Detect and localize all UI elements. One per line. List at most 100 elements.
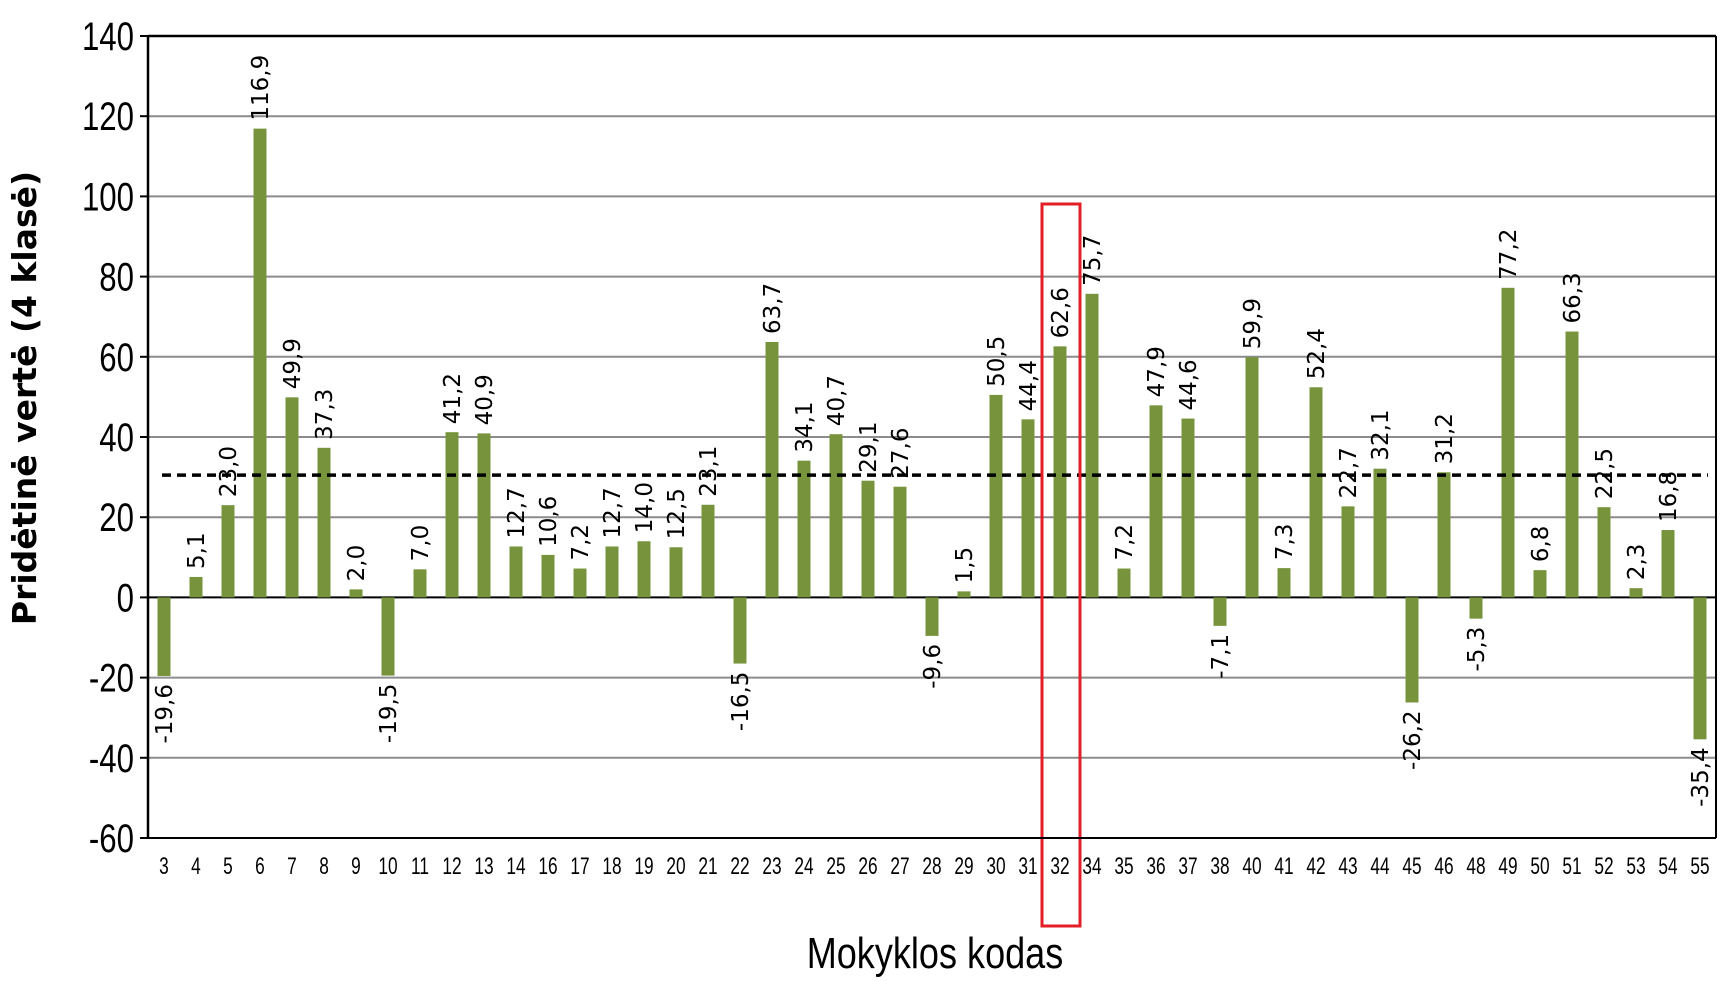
x-tick-label: 36 bbox=[1146, 853, 1165, 879]
bar bbox=[1469, 597, 1483, 619]
x-tick-label: 32 bbox=[1050, 853, 1069, 879]
x-tick-label: 31 bbox=[1018, 853, 1037, 879]
data-label: 23,0 bbox=[216, 446, 242, 497]
y-tick-label: 0 bbox=[117, 576, 134, 621]
x-tick-label: 5 bbox=[223, 853, 233, 879]
bar bbox=[413, 569, 427, 598]
data-label: 31,2 bbox=[1432, 413, 1458, 464]
bar bbox=[989, 394, 1003, 598]
bar bbox=[541, 554, 555, 598]
x-tick-label: 4 bbox=[191, 853, 201, 879]
data-label: 12,5 bbox=[664, 488, 690, 539]
x-tick-label: 23 bbox=[762, 853, 781, 879]
data-label: 27,6 bbox=[888, 428, 914, 479]
bar bbox=[1597, 507, 1611, 598]
x-tick-label: 11 bbox=[411, 853, 429, 879]
bar bbox=[1117, 568, 1131, 598]
y-axis-label: Pridėtinė vertė (4 klasė) bbox=[5, 171, 44, 625]
data-label: 41,2 bbox=[440, 373, 466, 424]
bar bbox=[157, 597, 171, 676]
bar bbox=[1149, 405, 1163, 598]
y-tick-label: 120 bbox=[82, 95, 134, 140]
bar bbox=[605, 546, 619, 598]
data-label: 7,3 bbox=[1272, 524, 1298, 561]
bar bbox=[1309, 387, 1323, 598]
x-tick-label: 16 bbox=[538, 853, 557, 879]
data-label: 29,1 bbox=[856, 421, 882, 472]
x-tick-label: 52 bbox=[1594, 853, 1613, 879]
data-label: 40,9 bbox=[472, 374, 498, 425]
data-label: -9,6 bbox=[920, 644, 946, 689]
bar bbox=[1245, 357, 1259, 598]
bar bbox=[829, 434, 843, 598]
data-label: 5,1 bbox=[184, 532, 210, 569]
y-tick-label: -20 bbox=[89, 656, 134, 701]
data-label: 116,9 bbox=[248, 55, 274, 121]
data-label: 23,1 bbox=[696, 446, 722, 497]
x-tick-label: 7 bbox=[287, 853, 297, 879]
data-label: 63,7 bbox=[760, 283, 786, 334]
data-label: 49,9 bbox=[280, 338, 306, 389]
x-tick-label: 9 bbox=[351, 853, 361, 879]
bar bbox=[285, 397, 299, 598]
x-tick-label: 55 bbox=[1690, 853, 1709, 879]
x-tick-label: 51 bbox=[1562, 853, 1581, 879]
x-tick-label: 30 bbox=[986, 853, 1005, 879]
data-label: 44,6 bbox=[1176, 359, 1202, 410]
bar bbox=[637, 541, 651, 598]
data-label: -19,5 bbox=[376, 684, 402, 744]
y-tick-label: 20 bbox=[99, 496, 134, 541]
x-tick-label: 13 bbox=[474, 853, 493, 879]
data-label: -26,2 bbox=[1400, 710, 1426, 770]
y-tick-label: 80 bbox=[99, 255, 134, 300]
data-label: 7,0 bbox=[408, 525, 434, 562]
data-label: 7,2 bbox=[568, 524, 594, 561]
data-label: 34,1 bbox=[792, 401, 818, 452]
data-label: 77,2 bbox=[1496, 229, 1522, 280]
y-axis-ticks: 140 120 100 80 60 40 20 0 -20 -40 -60 bbox=[82, 14, 148, 861]
x-tick-label: 40 bbox=[1242, 853, 1261, 879]
bar bbox=[509, 546, 523, 598]
x-tick-label: 37 bbox=[1178, 853, 1197, 879]
bar bbox=[573, 568, 587, 598]
bar bbox=[381, 597, 395, 676]
bar bbox=[1405, 597, 1419, 703]
bar bbox=[1373, 468, 1387, 598]
x-tick-label: 17 bbox=[570, 853, 589, 879]
bar bbox=[1181, 418, 1195, 598]
data-label: 52,4 bbox=[1304, 328, 1330, 379]
x-tick-label: 42 bbox=[1306, 853, 1325, 879]
x-tick-label: 44 bbox=[1370, 853, 1390, 879]
data-label: 12,7 bbox=[504, 487, 530, 538]
x-tick-label: 49 bbox=[1498, 853, 1517, 879]
data-label: 40,7 bbox=[824, 375, 850, 426]
data-label: 44,4 bbox=[1016, 360, 1042, 411]
x-tick-label: 50 bbox=[1530, 853, 1549, 879]
bar bbox=[861, 480, 875, 598]
data-label: 47,9 bbox=[1144, 346, 1170, 397]
y-tick-label: -40 bbox=[89, 736, 134, 781]
bar bbox=[349, 589, 363, 598]
bar bbox=[1213, 597, 1227, 626]
data-label: -5,3 bbox=[1464, 627, 1490, 672]
bar bbox=[1693, 597, 1707, 740]
bar bbox=[797, 460, 811, 598]
x-tick-label: 18 bbox=[602, 853, 621, 879]
x-tick-label: 34 bbox=[1082, 853, 1102, 879]
bar bbox=[477, 433, 491, 598]
bar bbox=[221, 505, 235, 598]
x-tick-label: 10 bbox=[378, 853, 397, 879]
data-label: 22,7 bbox=[1336, 447, 1362, 498]
x-tick-label: 48 bbox=[1466, 853, 1485, 879]
x-tick-label: 12 bbox=[442, 853, 461, 879]
data-label: 1,5 bbox=[952, 547, 978, 584]
x-tick-label: 21 bbox=[698, 853, 717, 879]
bar bbox=[1629, 588, 1643, 598]
y-tick-label: 140 bbox=[82, 14, 134, 59]
x-tick-label: 14 bbox=[506, 853, 526, 879]
x-tick-label: 29 bbox=[954, 853, 973, 879]
y-tick-label: 60 bbox=[99, 335, 134, 380]
data-label: 59,9 bbox=[1240, 298, 1266, 349]
data-label: 62,6 bbox=[1048, 287, 1074, 338]
x-tick-label: 28 bbox=[922, 853, 941, 879]
